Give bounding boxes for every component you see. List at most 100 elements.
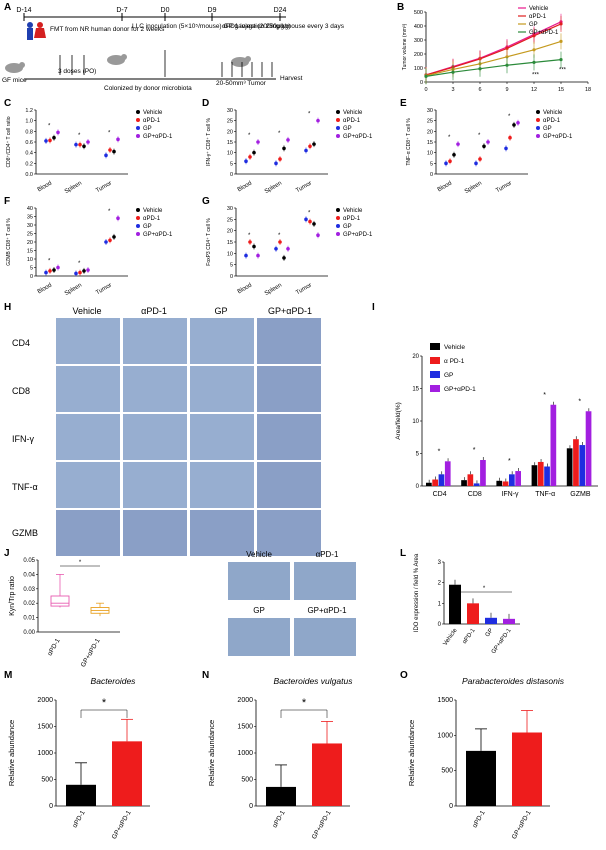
sig-annotation: * bbox=[79, 560, 82, 566]
bar bbox=[112, 741, 142, 806]
doses-label: 3 doses (PO) bbox=[58, 68, 96, 75]
legend-label: αPD-1 bbox=[543, 118, 561, 124]
x-category-label: αPD-1 bbox=[471, 809, 487, 829]
y-tick-label: 25 bbox=[227, 119, 233, 125]
x-category-label: TNF-α bbox=[535, 491, 555, 498]
y-tick-label: 1000 bbox=[237, 750, 253, 757]
panel-letter-e: E bbox=[400, 98, 407, 109]
y-tick-label: 5 bbox=[30, 266, 33, 272]
sig-annotation: * bbox=[308, 112, 311, 118]
bar bbox=[467, 603, 479, 624]
y-tick-label: 0 bbox=[416, 484, 420, 490]
legend-marker bbox=[136, 134, 140, 138]
panel-a-timeline: D-14 D-7 D0 D9 D24 FMT from NR human don… bbox=[2, 7, 345, 92]
sig-annotation: * bbox=[483, 586, 486, 592]
sig-annotation: * bbox=[438, 448, 441, 455]
bar bbox=[426, 482, 432, 486]
legend-label: Vehicle bbox=[543, 110, 563, 116]
ihc-col-label-vehicle: Vehicle bbox=[72, 306, 102, 316]
data-point bbox=[486, 140, 490, 144]
data-point bbox=[86, 268, 90, 272]
llc-label: LLC inoculation (5×10⁵/mouse) GP gavage … bbox=[132, 23, 291, 30]
data-point bbox=[532, 48, 536, 52]
data-point bbox=[248, 240, 252, 244]
legend-marker bbox=[136, 224, 140, 228]
sig-annotation: * bbox=[78, 133, 81, 139]
legend-marker bbox=[336, 126, 340, 130]
k-label-apd1: αPD-1 bbox=[315, 550, 339, 559]
panel-l-ido-bar-chart: 0 1 2 3 IDO expression / field % Area Vehicle… bbox=[414, 553, 520, 655]
series-line-3 bbox=[425, 59, 562, 77]
data-point bbox=[82, 269, 86, 273]
sig-annotation: * bbox=[278, 233, 281, 239]
bar bbox=[573, 439, 579, 486]
legend-label: GP+αPD-1 bbox=[543, 134, 573, 140]
x-category-label: Tumor bbox=[495, 181, 513, 195]
day-d-14: D-14 bbox=[16, 7, 31, 14]
data-point bbox=[304, 217, 308, 222]
bar bbox=[66, 784, 96, 806]
panel-e-scatter-chart: 0 5 10 15 20 25 30 TNF-α CD8⁺ T cell % Blood * Spl… bbox=[406, 108, 573, 196]
legend-label: Vehicle bbox=[444, 344, 465, 351]
legend-label: GP bbox=[343, 126, 352, 132]
data-point bbox=[505, 55, 509, 59]
ihc-image-r0-c2 bbox=[190, 318, 254, 364]
bar bbox=[512, 732, 542, 806]
panel-letter-l: L bbox=[400, 548, 407, 559]
y-axis-label: TNF-α CD8⁺ T cell % bbox=[406, 118, 412, 166]
x-category-label: GP+αPD-1 bbox=[511, 809, 533, 840]
sig-annotation: *** bbox=[532, 72, 540, 78]
data-point bbox=[78, 270, 82, 275]
x-category-label: IFN-γ bbox=[501, 491, 519, 498]
y-tick-label: 5 bbox=[416, 452, 420, 458]
y-tick-label: 100 bbox=[414, 66, 423, 72]
y-tick-label: 0.01 bbox=[23, 616, 35, 622]
panel-m-bacteroides-chart: 0 500 1000 1500 2000 Relative abundance Bacter… bbox=[7, 676, 150, 841]
ihc-image-r4-c2 bbox=[190, 510, 254, 556]
panel-j-box-plot: 0.00 0.01 0.02 0.03 0.04 0.05 Kyn/Trp ratio αPD… bbox=[9, 558, 120, 669]
data-point bbox=[112, 149, 116, 154]
ihc-image-r1-c2 bbox=[190, 366, 254, 412]
x-category-label: Spleen bbox=[464, 181, 483, 196]
sig-annotation: * bbox=[78, 261, 81, 267]
ihc-image-r1-c1 bbox=[123, 366, 187, 412]
panel-letter-a: A bbox=[4, 2, 12, 13]
data-point bbox=[448, 159, 452, 163]
y-tick-label: 0.02 bbox=[23, 601, 35, 607]
day-d24: D24 bbox=[274, 7, 287, 14]
fmt-text: FMT from NR human donor for 2 weeks bbox=[50, 26, 165, 33]
legend-label: Vehicle bbox=[343, 208, 363, 214]
data-point bbox=[274, 161, 278, 166]
y-tick-label: 3 bbox=[438, 560, 442, 566]
y-tick-label: 35 bbox=[27, 215, 33, 221]
y-tick-label: 500 bbox=[41, 777, 53, 784]
y-axis-label: Kyn/Trp ratio bbox=[9, 576, 16, 616]
y-tick-label: 1000 bbox=[437, 732, 453, 739]
y-tick-label: 5 bbox=[230, 161, 233, 167]
data-point bbox=[304, 148, 308, 153]
ihc-col-label-combo: GP+αPD-1 bbox=[268, 306, 312, 316]
y-axis-label: Relative abundance bbox=[407, 720, 416, 786]
legend-marker bbox=[136, 110, 140, 114]
legend-marker bbox=[336, 118, 340, 122]
series-line-1 bbox=[425, 23, 562, 76]
day-d0: D0 bbox=[161, 7, 170, 14]
k-image-gp bbox=[228, 618, 290, 656]
x-tick-label: 9 bbox=[505, 87, 508, 93]
data-point bbox=[312, 222, 316, 226]
x-category-label: GP+αPD-1 bbox=[311, 809, 333, 840]
ihc-row-label-gzmb: GZMB bbox=[12, 528, 38, 538]
legend-marker bbox=[136, 126, 140, 130]
data-point bbox=[252, 244, 256, 249]
data-point bbox=[516, 121, 520, 125]
legend-marker bbox=[536, 134, 540, 138]
y-tick-label: 5 bbox=[230, 263, 233, 269]
legend-marker bbox=[136, 118, 140, 122]
y-tick-label: 0.8 bbox=[25, 129, 33, 135]
data-point bbox=[104, 240, 108, 244]
bar bbox=[544, 466, 550, 486]
y-tick-label: 0 bbox=[430, 172, 433, 178]
chart-title: Bacteroides bbox=[91, 676, 137, 686]
sig-annotation: * bbox=[302, 697, 307, 709]
bar bbox=[579, 445, 586, 486]
